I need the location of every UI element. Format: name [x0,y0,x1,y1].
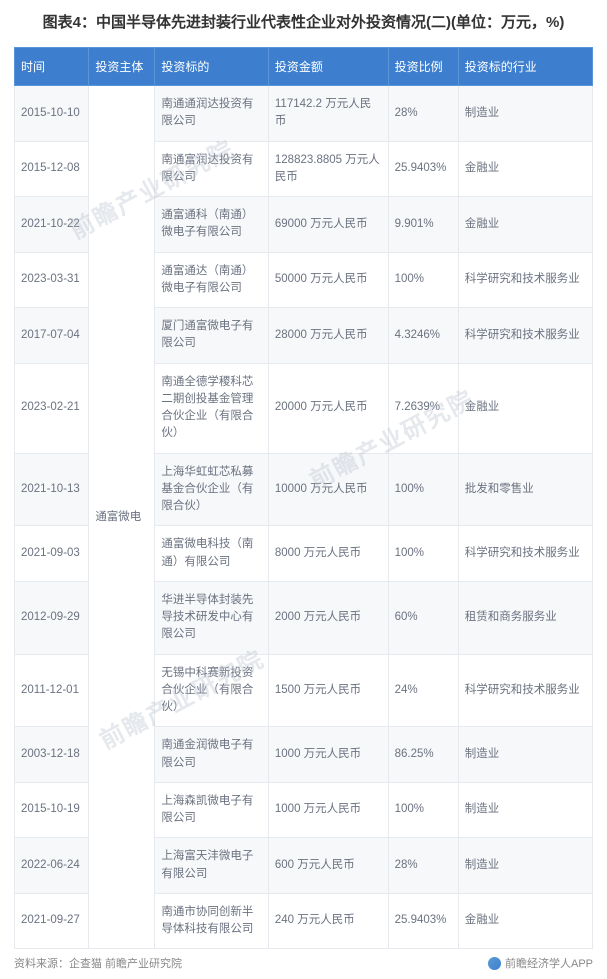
cell-target: 通富通科（南通）微电子有限公司 [155,197,269,253]
cell-time: 2022-06-24 [15,838,89,894]
app-credit-text: 前瞻经济学人APP [505,955,593,971]
cell-time: 2021-10-22 [15,197,89,253]
chart-title: 图表4：中国半导体先进封装行业代表性企业对外投资情况(二)(单位：万元，%) [14,12,593,33]
source-text: 资料来源：企查猫 前瞻产业研究院 [14,955,182,971]
app-credit: 前瞻经济学人APP [488,955,593,971]
cell-ratio: 100% [388,453,458,526]
col-header-ratio: 投资比例 [388,48,458,86]
cell-ratio: 100% [388,252,458,308]
cell-time: 2023-03-31 [15,252,89,308]
cell-industry: 制造业 [458,727,592,783]
cell-amount: 1000 万元人民币 [268,727,388,783]
cell-industry: 制造业 [458,782,592,838]
cell-time: 2011-12-01 [15,654,89,727]
cell-ratio: 86.25% [388,727,458,783]
cell-industry: 制造业 [458,86,592,142]
cell-time: 2012-09-29 [15,581,89,654]
cell-time: 2023-02-21 [15,363,89,453]
cell-target: 厦门通富微电子有限公司 [155,308,269,364]
cell-amount: 2000 万元人民币 [268,581,388,654]
cell-industry: 制造业 [458,838,592,894]
cell-ratio: 100% [388,526,458,582]
cell-target: 通富通达（南通）微电子有限公司 [155,252,269,308]
table-row: 2015-10-10通富微电南通通润达投资有限公司117142.2 万元人民币2… [15,86,593,142]
cell-amount: 50000 万元人民币 [268,252,388,308]
cell-target: 通富微电科技（南通）有限公司 [155,526,269,582]
cell-industry: 租赁和商务服务业 [458,581,592,654]
table-header-row: 时间 投资主体 投资标的 投资金额 投资比例 投资标的行业 [15,48,593,86]
cell-time: 2017-07-04 [15,308,89,364]
cell-amount: 1000 万元人民币 [268,782,388,838]
cell-subject: 通富微电 [89,86,155,949]
cell-time: 2015-10-10 [15,86,89,142]
col-header-subject: 投资主体 [89,48,155,86]
cell-time: 2021-10-13 [15,453,89,526]
cell-ratio: 7.2639% [388,363,458,453]
col-header-time: 时间 [15,48,89,86]
cell-industry: 科学研究和技术服务业 [458,526,592,582]
cell-amount: 69000 万元人民币 [268,197,388,253]
investment-table: 时间 投资主体 投资标的 投资金额 投资比例 投资标的行业 2015-10-10… [14,47,593,949]
cell-industry: 金融业 [458,363,592,453]
cell-amount: 10000 万元人民币 [268,453,388,526]
cell-target: 上海富天沣微电子有限公司 [155,838,269,894]
cell-industry: 科学研究和技术服务业 [458,252,592,308]
cell-amount: 240 万元人民币 [268,893,388,949]
cell-industry: 金融业 [458,197,592,253]
footer: 资料来源：企查猫 前瞻产业研究院 前瞻经济学人APP [14,955,593,971]
col-header-industry: 投资标的行业 [458,48,592,86]
cell-industry: 金融业 [458,893,592,949]
cell-time: 2015-10-19 [15,782,89,838]
cell-ratio: 9.901% [388,197,458,253]
cell-target: 无锡中科赛新投资合伙企业（有限合伙） [155,654,269,727]
cell-ratio: 28% [388,838,458,894]
cell-target: 南通富润达投资有限公司 [155,141,269,197]
cell-time: 2015-12-08 [15,141,89,197]
cell-amount: 20000 万元人民币 [268,363,388,453]
cell-ratio: 100% [388,782,458,838]
cell-target: 上海森凯微电子有限公司 [155,782,269,838]
cell-target: 南通全德学稷科芯二期创投基金管理合伙企业（有限合伙） [155,363,269,453]
cell-time: 2021-09-03 [15,526,89,582]
cell-amount: 28000 万元人民币 [268,308,388,364]
cell-ratio: 25.9403% [388,141,458,197]
app-icon [488,957,501,970]
cell-industry: 科学研究和技术服务业 [458,654,592,727]
cell-industry: 科学研究和技术服务业 [458,308,592,364]
cell-ratio: 24% [388,654,458,727]
cell-industry: 批发和零售业 [458,453,592,526]
cell-amount: 1500 万元人民币 [268,654,388,727]
cell-target: 南通市协同创新半导体科技有限公司 [155,893,269,949]
cell-ratio: 60% [388,581,458,654]
cell-time: 2003-12-18 [15,727,89,783]
cell-amount: 8000 万元人民币 [268,526,388,582]
cell-time: 2021-09-27 [15,893,89,949]
cell-target: 上海华虹虹芯私募基金合伙企业（有限合伙） [155,453,269,526]
cell-industry: 金融业 [458,141,592,197]
cell-ratio: 28% [388,86,458,142]
cell-target: 华进半导体封装先导技术研发中心有限公司 [155,581,269,654]
cell-target: 南通通润达投资有限公司 [155,86,269,142]
cell-amount: 117142.2 万元人民币 [268,86,388,142]
cell-ratio: 25.9403% [388,893,458,949]
cell-ratio: 4.3246% [388,308,458,364]
col-header-amount: 投资金额 [268,48,388,86]
cell-target: 南通金润微电子有限公司 [155,727,269,783]
col-header-target: 投资标的 [155,48,269,86]
cell-amount: 600 万元人民币 [268,838,388,894]
cell-amount: 128823.8805 万元人民币 [268,141,388,197]
